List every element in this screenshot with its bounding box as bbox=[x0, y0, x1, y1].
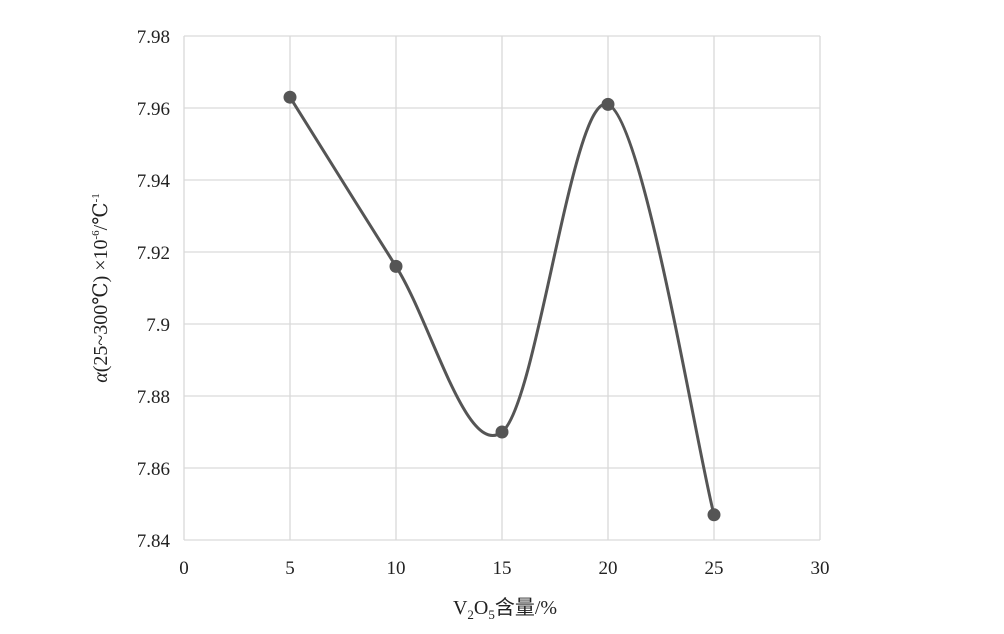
y-tick-label: 7.88 bbox=[137, 387, 170, 408]
x-tick-labels: 0 5 10 15 20 25 30 bbox=[179, 558, 829, 579]
y-axis-title-range: (25~300℃) ×10 bbox=[90, 239, 112, 372]
y-axis-title-unit: /℃ bbox=[90, 202, 112, 230]
x-tick-label: 10 bbox=[387, 558, 406, 579]
y-tick-label: 7.94 bbox=[137, 171, 171, 192]
data-point bbox=[707, 508, 721, 522]
y-tick-label: 7.96 bbox=[137, 99, 170, 120]
y-tick-label: 7.98 bbox=[137, 27, 170, 48]
x-tick-label: 20 bbox=[599, 558, 618, 579]
y-tick-label: 7.92 bbox=[137, 243, 170, 264]
x-axis-title-sub1: 2 bbox=[467, 607, 474, 622]
data-point bbox=[601, 97, 615, 111]
y-tick-label: 7.86 bbox=[137, 459, 170, 480]
y-axis-title: α(25~300℃) ×10-6/℃-1 bbox=[90, 193, 112, 383]
x-axis-title-mid: O bbox=[474, 597, 488, 619]
x-tick-label: 5 bbox=[285, 558, 295, 579]
x-tick-label: 25 bbox=[705, 558, 724, 579]
data-point bbox=[283, 90, 297, 104]
data-point bbox=[389, 259, 403, 273]
y-axis-title-alpha: α bbox=[90, 372, 112, 383]
series-line bbox=[288, 96, 716, 516]
x-axis-title-sub2: 5 bbox=[488, 607, 495, 622]
x-axis-title-main: V bbox=[453, 597, 468, 619]
y-tick-label: 7.9 bbox=[146, 315, 170, 336]
y-tick-labels: 7.84 7.86 7.88 7.9 7.92 7.94 7.96 7.98 bbox=[137, 27, 171, 552]
x-tick-label: 0 bbox=[179, 558, 189, 579]
y-axis-title-unit-exp: -1 bbox=[90, 193, 102, 202]
y-axis-title-exp: -6 bbox=[90, 230, 102, 240]
x-tick-label: 30 bbox=[811, 558, 830, 579]
x-axis-title-tail: 含量/% bbox=[495, 596, 557, 619]
data-point bbox=[495, 425, 509, 439]
y-tick-label: 7.84 bbox=[137, 531, 171, 552]
x-axis-title: V2O5含量/% bbox=[453, 596, 557, 622]
grid bbox=[183, 35, 821, 541]
x-tick-label: 15 bbox=[493, 558, 512, 579]
data-points bbox=[283, 90, 721, 522]
